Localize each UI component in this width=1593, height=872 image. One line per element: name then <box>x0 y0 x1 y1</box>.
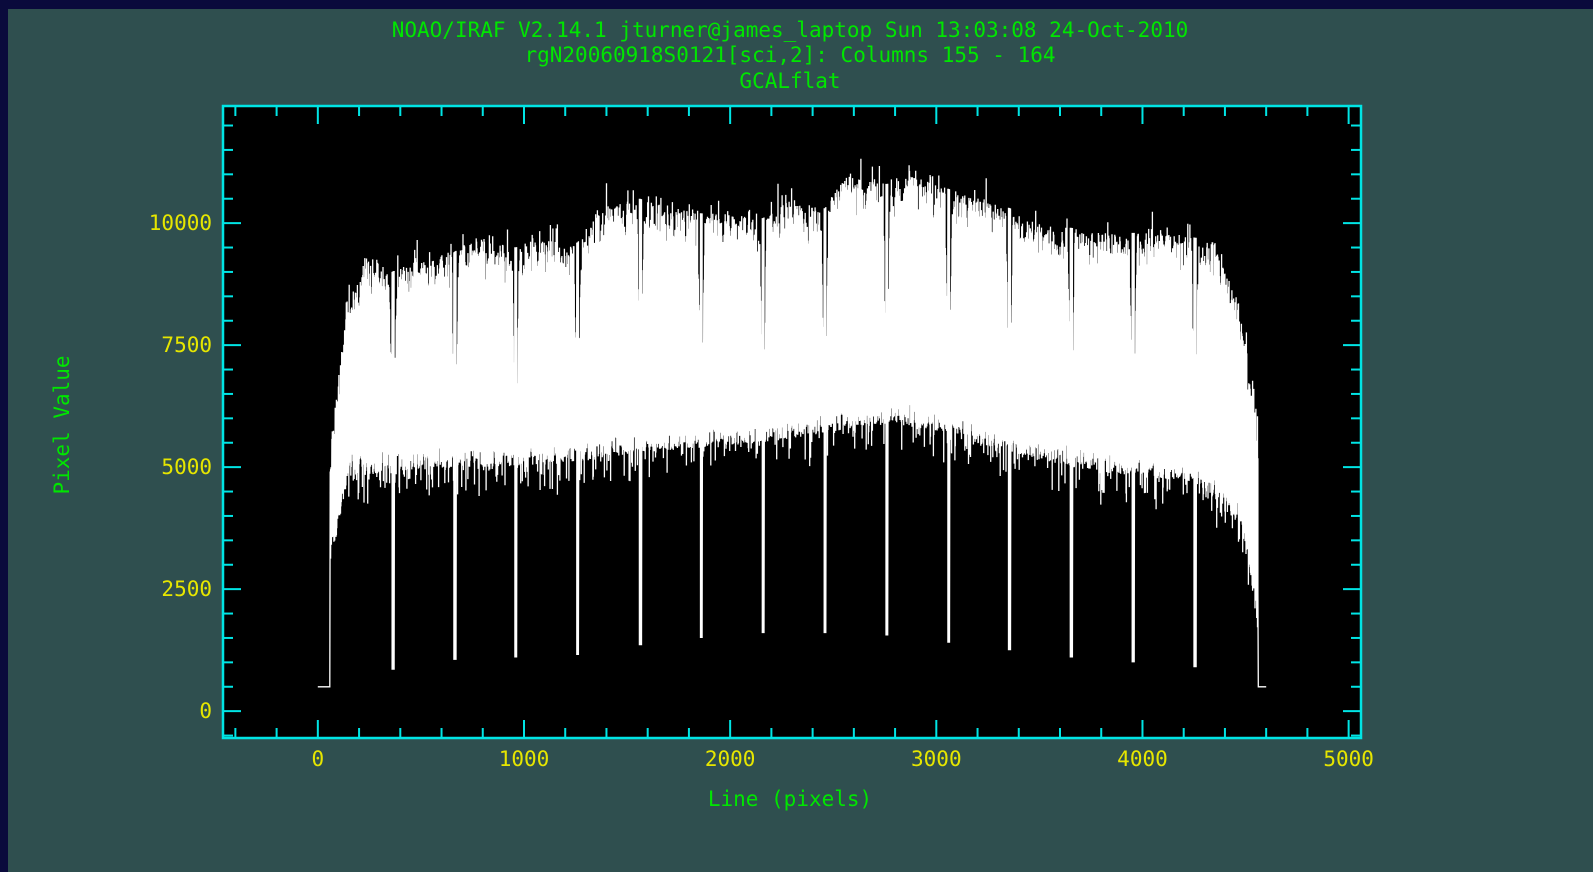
title-line-3: GCALflat <box>739 69 840 93</box>
y-tick-label: 0 <box>199 699 212 723</box>
x-tick-label: 1000 <box>499 747 550 771</box>
x-tick-label: 2000 <box>705 747 756 771</box>
title-line-1: NOAO/IRAF V2.14.1 jturner@james_laptop S… <box>392 18 1189 42</box>
y-tick-label: 7500 <box>161 333 212 357</box>
chart: NOAO/IRAF V2.14.1 jturner@james_laptop S… <box>50 18 1374 811</box>
title-line-2: rgN20060918S0121[sci,2]: Columns 155 - 1… <box>524 43 1055 67</box>
x-tick-label: 3000 <box>911 747 962 771</box>
y-axis-label: Pixel Value <box>50 355 74 494</box>
y-tick-label: 2500 <box>161 577 212 601</box>
y-tick-label: 5000 <box>161 455 212 479</box>
axis-layer: 0 1000 2000 3000 4000 5000 0 2500 5000 7500 10000 <box>149 106 1374 771</box>
x-axis-label: Line (pixels) <box>708 787 872 811</box>
data-layer <box>317 158 1267 688</box>
y-tick-label: 10000 <box>149 211 212 235</box>
x-tick-label: 5000 <box>1323 747 1374 771</box>
data-trace <box>317 158 1267 688</box>
plot-window: NOAO/IRAF V2.14.1 jturner@james_laptop S… <box>8 9 1593 872</box>
plot-frame <box>221 104 1363 740</box>
x-tick-label: 4000 <box>1117 747 1168 771</box>
x-tick-label: 0 <box>312 747 325 771</box>
